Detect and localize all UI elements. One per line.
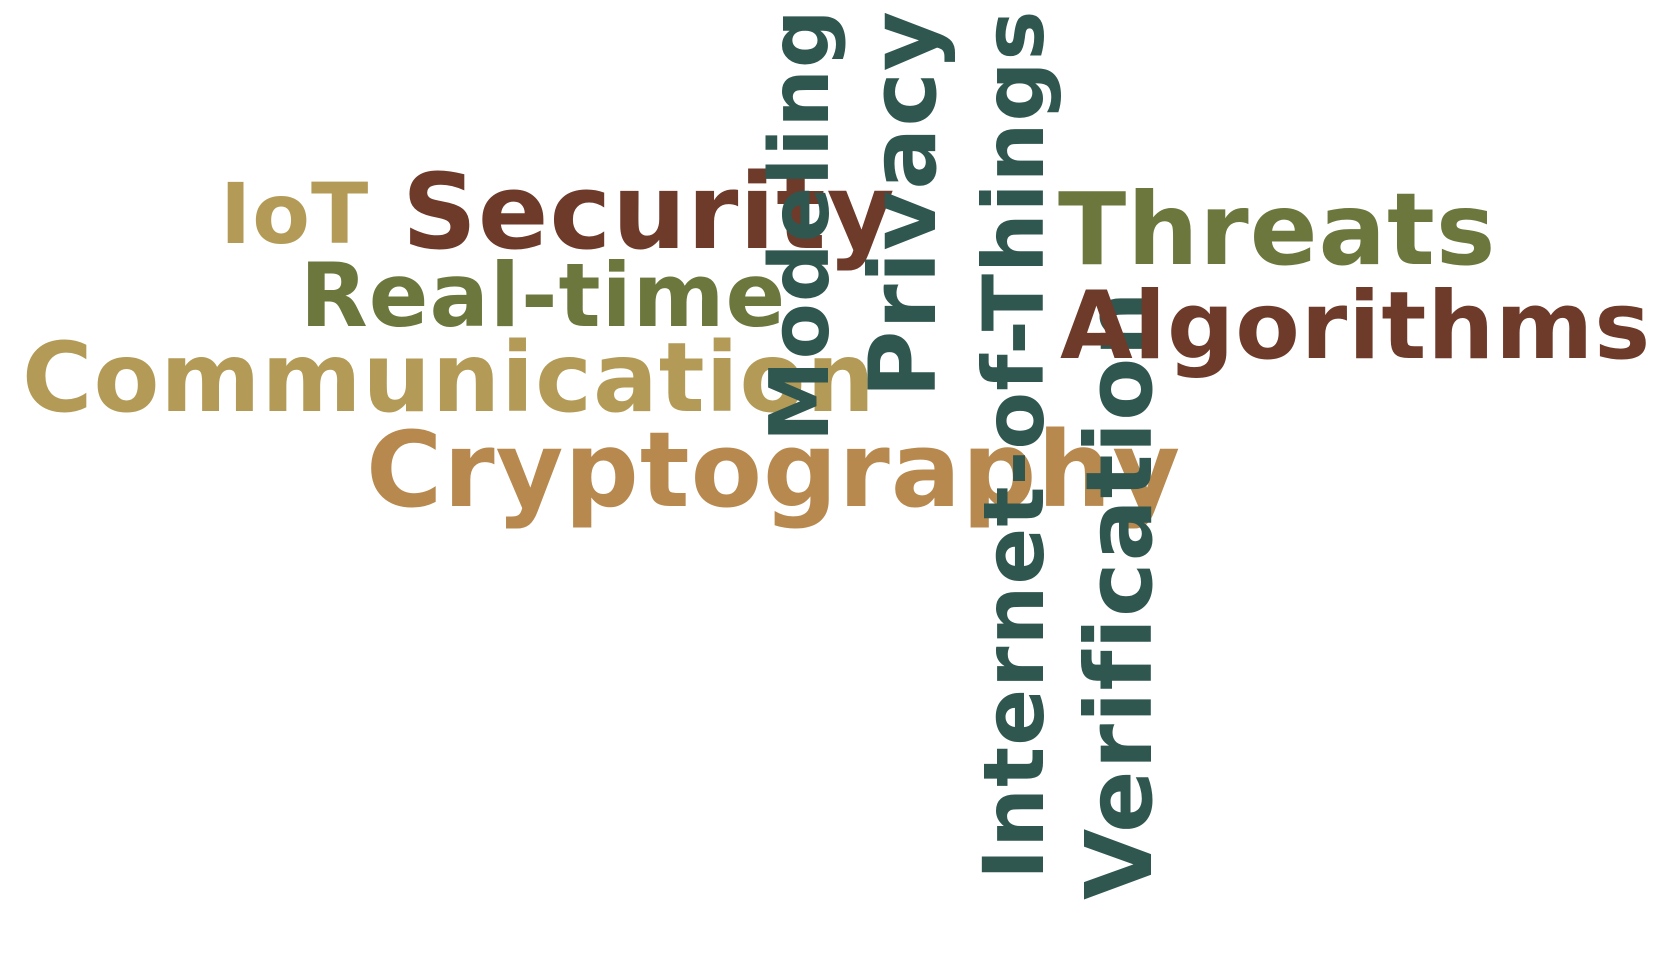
word-algorithms: Algorithms <box>1060 272 1652 381</box>
word-security: Security <box>402 151 896 273</box>
word-cryptography: Cryptography <box>366 409 1182 531</box>
word-communication: Communication <box>22 322 876 434</box>
word-threats: Threats <box>1058 171 1497 288</box>
word-privacy: Privacy <box>850 10 957 398</box>
word-verification: Verification <box>1066 290 1173 900</box>
word-modeling: Modeling <box>753 8 848 442</box>
word-real-time: Real-time <box>300 244 787 347</box>
word-internet-of-things: Internet-of-Things <box>965 9 1063 880</box>
word-iot: IoT <box>220 165 370 263</box>
